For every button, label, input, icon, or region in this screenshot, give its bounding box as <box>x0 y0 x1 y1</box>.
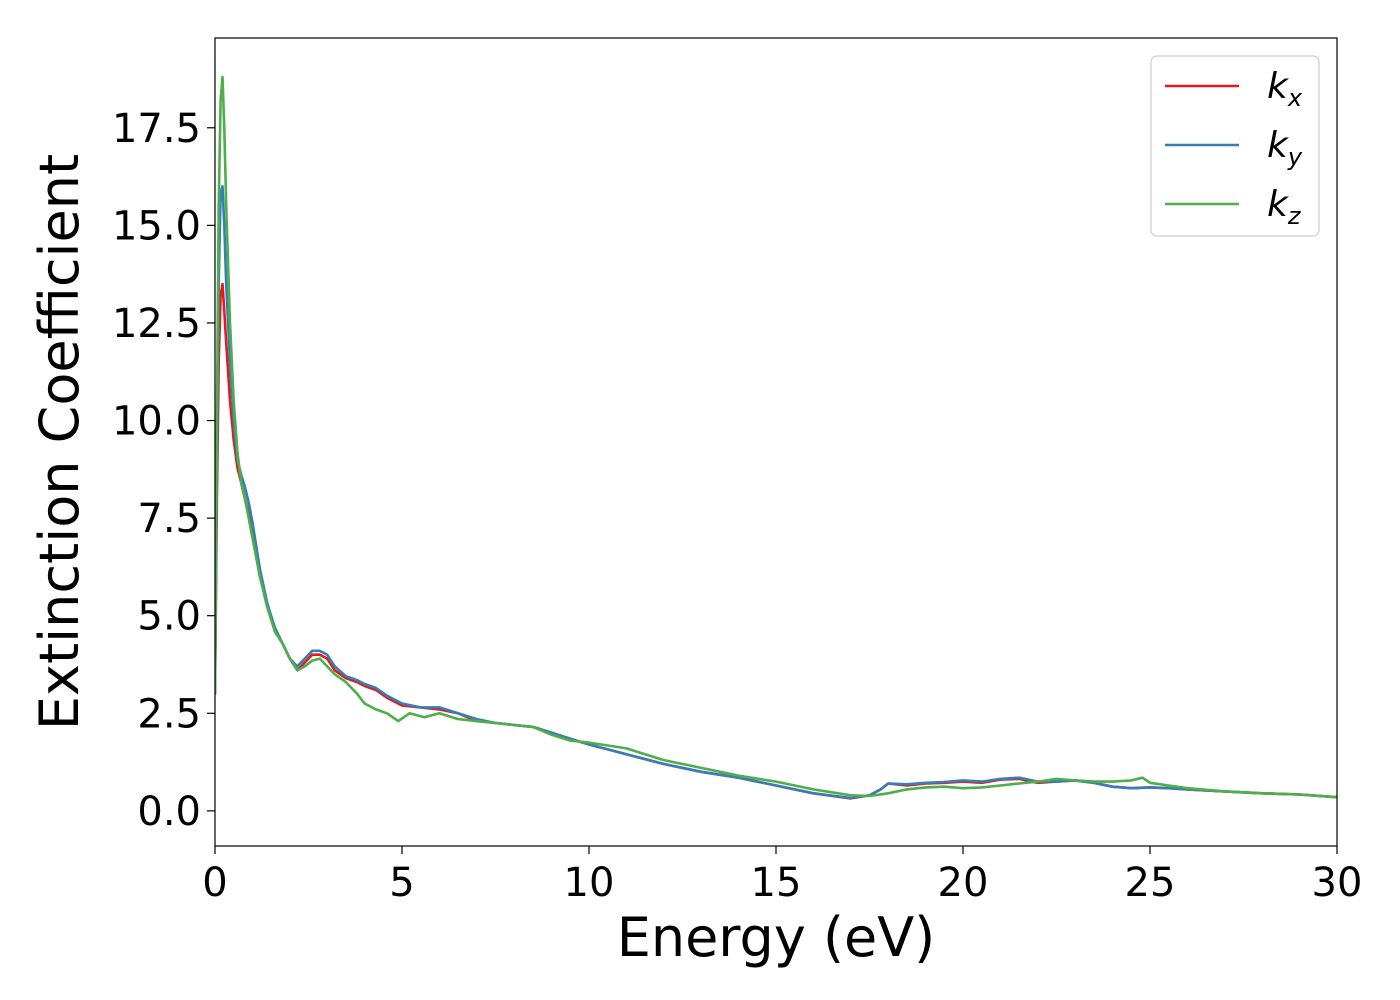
y-tick-label: 7.5 <box>137 496 201 542</box>
x-tick-label: 10 <box>564 860 615 906</box>
x-tick-label: 20 <box>938 860 989 906</box>
x-tick-label: 25 <box>1125 860 1176 906</box>
series-layer <box>215 75 1337 800</box>
y-tick-label: 17.5 <box>112 106 201 152</box>
series-line-k-y <box>215 185 1337 800</box>
x-axis: 0 5 10 15 20 25 30 <box>202 846 1362 906</box>
y-tick-label: 10.0 <box>112 399 201 445</box>
series-line-k-x <box>215 282 1337 800</box>
y-tick-label: 0.0 <box>137 789 201 835</box>
y-tick-label: 12.5 <box>112 301 201 347</box>
x-tick-label: 5 <box>389 860 414 906</box>
y-axis: 0.0 2.5 5.0 7.5 10.0 12.5 15.0 17.5 <box>112 106 215 835</box>
x-axis-label: Energy (eV) <box>617 906 936 969</box>
y-axis-label: Extinction Coefficient <box>28 154 91 730</box>
y-tick-label: 2.5 <box>137 691 201 737</box>
x-tick-label: 0 <box>202 860 227 906</box>
series-line-k-z <box>215 75 1337 799</box>
x-tick-label: 30 <box>1312 860 1363 906</box>
x-tick-label: 15 <box>751 860 802 906</box>
y-tick-label: 5.0 <box>137 594 201 640</box>
y-tick-label: 15.0 <box>112 203 201 249</box>
